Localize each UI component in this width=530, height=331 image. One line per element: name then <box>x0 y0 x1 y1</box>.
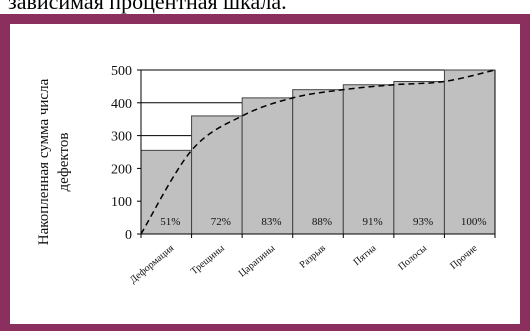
y-tick-label-1: 100 <box>111 195 132 210</box>
category-label-6: Прочие <box>448 243 480 272</box>
bar-1 <box>191 115 243 235</box>
percent-label-5: 93% <box>413 216 433 228</box>
category-label-4: Пятна <box>352 243 379 268</box>
percent-label-0: 51% <box>160 216 180 228</box>
bar-3 <box>292 89 344 235</box>
y-tick-label-2: 200 <box>111 162 132 177</box>
category-label-0: Деформация <box>128 243 177 286</box>
y-tick-label-3: 300 <box>111 130 132 145</box>
y-axis-label-line-1: Накопленная сумма числа <box>36 78 52 245</box>
bar-6 <box>443 69 496 235</box>
percent-label-2: 83% <box>261 216 281 228</box>
top-text: зависимая процентная шкала. <box>8 0 287 14</box>
bar-4 <box>342 84 395 235</box>
bar-2 <box>241 97 294 235</box>
y-axis-label-line-2: дефектов <box>56 133 72 192</box>
percent-label-3: 88% <box>312 216 332 228</box>
bar-0 <box>140 149 193 235</box>
percent-label-4: 91% <box>362 216 382 228</box>
chart-panel: 0 100 200 300 400 500 51% 72% 83% 88% 91% 93% 100% Де… <box>10 24 520 324</box>
pareto-chart: 0 100 200 300 400 500 51% 72% 83% 88% 91% 93% 100% Де… <box>36 64 496 286</box>
y-tick-label-4: 400 <box>111 97 132 112</box>
category-label-1: Трещины <box>189 243 227 278</box>
percent-label-1: 72% <box>211 216 231 228</box>
percent-label-6: 100% <box>461 216 487 228</box>
category-label-5: Полосы <box>396 243 429 273</box>
top-text-strip: зависимая процентная шкала. <box>0 0 530 18</box>
category-label-3: Разрыв <box>298 243 329 271</box>
cumulative-curve <box>140 69 496 235</box>
y-tick-label-5: 500 <box>111 64 132 79</box>
y-tick-label-0: 0 <box>125 228 132 243</box>
bar-5 <box>393 80 445 235</box>
category-label-2: Царапины <box>237 243 278 280</box>
